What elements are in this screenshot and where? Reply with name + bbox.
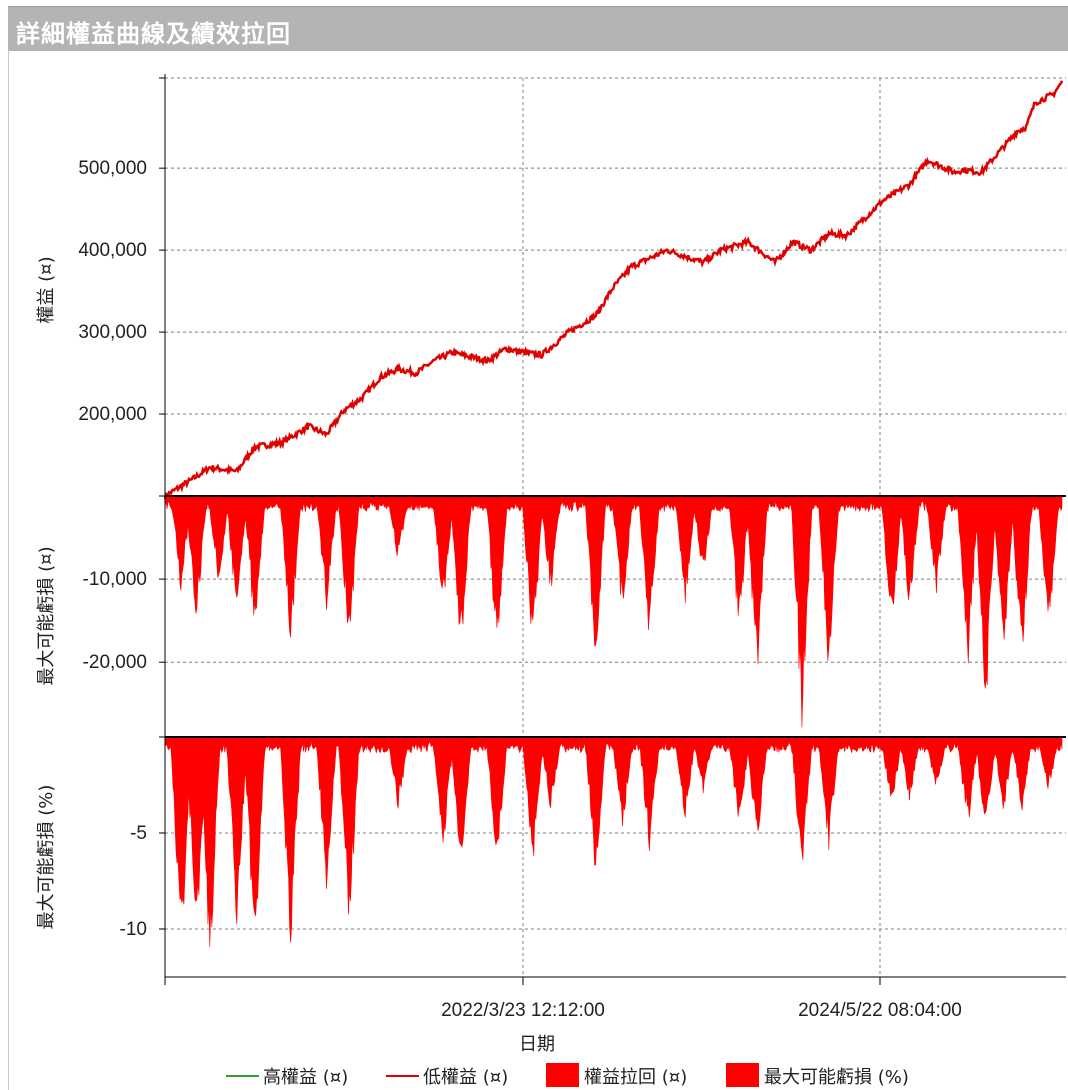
legend-label-high-equity: 高權益 (¤) <box>263 1067 348 1088</box>
y-axis-label-drawdown-abs: 最大可能虧損 (¤) <box>36 546 57 685</box>
y-tick-label: -10,000 <box>83 569 147 590</box>
legend-label-max-drawdown-pct: 最大可能虧損 (%) <box>764 1067 909 1088</box>
x-tick-label-1: 2022/3/23 12:12:00 <box>441 1000 605 1021</box>
y-tick-label: -20,000 <box>83 652 147 673</box>
legend-swatch-equity-drawdown <box>546 1063 579 1087</box>
series-area-equity-drawdown <box>164 495 1063 728</box>
y-tick-label: 500,000 <box>78 158 147 179</box>
x-axis-label: 日期 <box>519 1034 555 1055</box>
y-axis-label-equity: 權益 (¤) <box>36 256 57 323</box>
x-tick-label-2: 2024/5/22 08:04:00 <box>798 1000 962 1021</box>
chart-title-bar: 詳細權益曲線及績效拉回 <box>8 6 1068 51</box>
legend-label-equity-drawdown: 權益拉回 (¤) <box>584 1067 687 1088</box>
y-tick-label: 200,000 <box>78 404 147 425</box>
series-area-max-drawdown-pct <box>164 736 1063 948</box>
y-tick-label: 400,000 <box>78 240 147 261</box>
frame-border <box>8 50 9 1090</box>
legend-swatch-max-drawdown-pct <box>726 1063 759 1087</box>
y-axis-label-drawdown-pct: 最大可能虧損 (%) <box>36 785 57 930</box>
y-tick-label: -10 <box>120 919 147 940</box>
y-tick-label: -5 <box>130 823 147 844</box>
series-line-low-equity <box>163 80 1064 500</box>
legend-label-low-equity: 低權益 (¤) <box>423 1067 508 1088</box>
chart-title: 詳細權益曲線及績效拉回 <box>16 20 291 48</box>
legend: 高權益 (¤) 低權益 (¤) 權益拉回 (¤) 最大可能虧損 (%) <box>226 1063 909 1088</box>
y-tick-label: 300,000 <box>78 322 147 343</box>
